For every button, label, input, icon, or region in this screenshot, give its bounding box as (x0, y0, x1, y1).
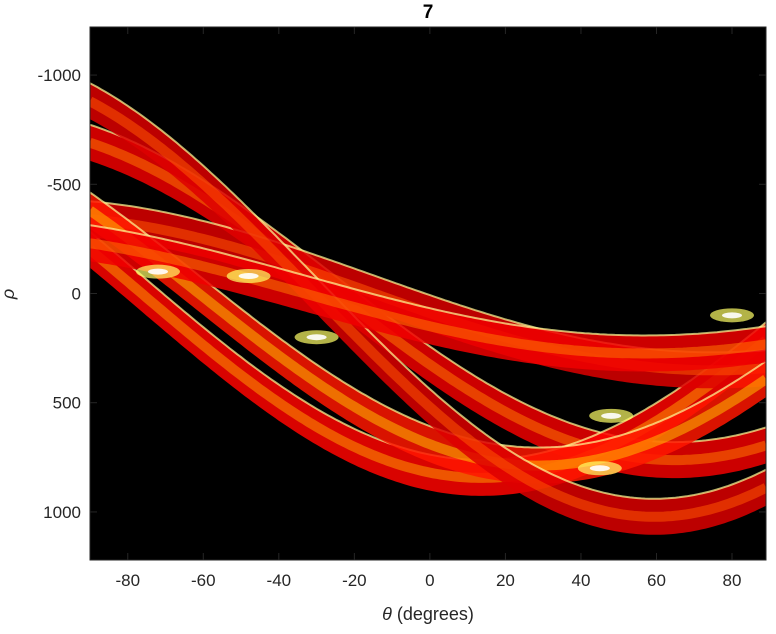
x-tick-label: -20 (342, 571, 367, 590)
y-tick-label: -500 (47, 175, 81, 194)
x-axis-label: θ (degrees) (382, 604, 474, 624)
band-core-2 (90, 245, 766, 483)
x-axis-symbol: θ (382, 604, 392, 624)
hough-bands (90, 82, 766, 535)
y-axis: -1000 -500 0 500 1000 (38, 66, 766, 522)
band-core-6 (90, 238, 766, 359)
hotspot-peak-5 (589, 465, 610, 472)
x-tick-label: 60 (647, 571, 666, 590)
y-tick-label: 0 (72, 285, 81, 304)
hotspot-peak-3 (306, 334, 327, 341)
y-tick-label: -1000 (38, 66, 81, 85)
hotspot-peak-1 (147, 268, 168, 275)
band-edge-5 (90, 82, 766, 500)
x-axis-text: (degrees) (392, 604, 474, 624)
x-tick-label: -60 (191, 571, 216, 590)
y-tick-label: 500 (53, 394, 81, 413)
x-tick-label: 20 (496, 571, 515, 590)
x-axis: -80 -60 -40 -20 0 20 40 60 80 (115, 27, 741, 590)
x-tick-label: -80 (115, 571, 140, 590)
chart-title: 7 (423, 2, 434, 23)
x-tick-label: 0 (425, 571, 434, 590)
intersection-hotspots (135, 264, 755, 476)
x-tick-label: 80 (723, 571, 742, 590)
y-axis-label: ρ (0, 289, 18, 300)
x-tick-label: -40 (267, 571, 292, 590)
x-tick-label: 40 (571, 571, 590, 590)
band-core-5 (90, 96, 766, 522)
band-edge-6 (90, 224, 766, 337)
hotspot-peak-6 (722, 312, 743, 319)
band-core-4 (90, 206, 766, 471)
hotspot-peak-4 (601, 412, 622, 419)
hotspot-peak-2 (238, 273, 259, 280)
y-tick-label: 1000 (43, 503, 81, 522)
